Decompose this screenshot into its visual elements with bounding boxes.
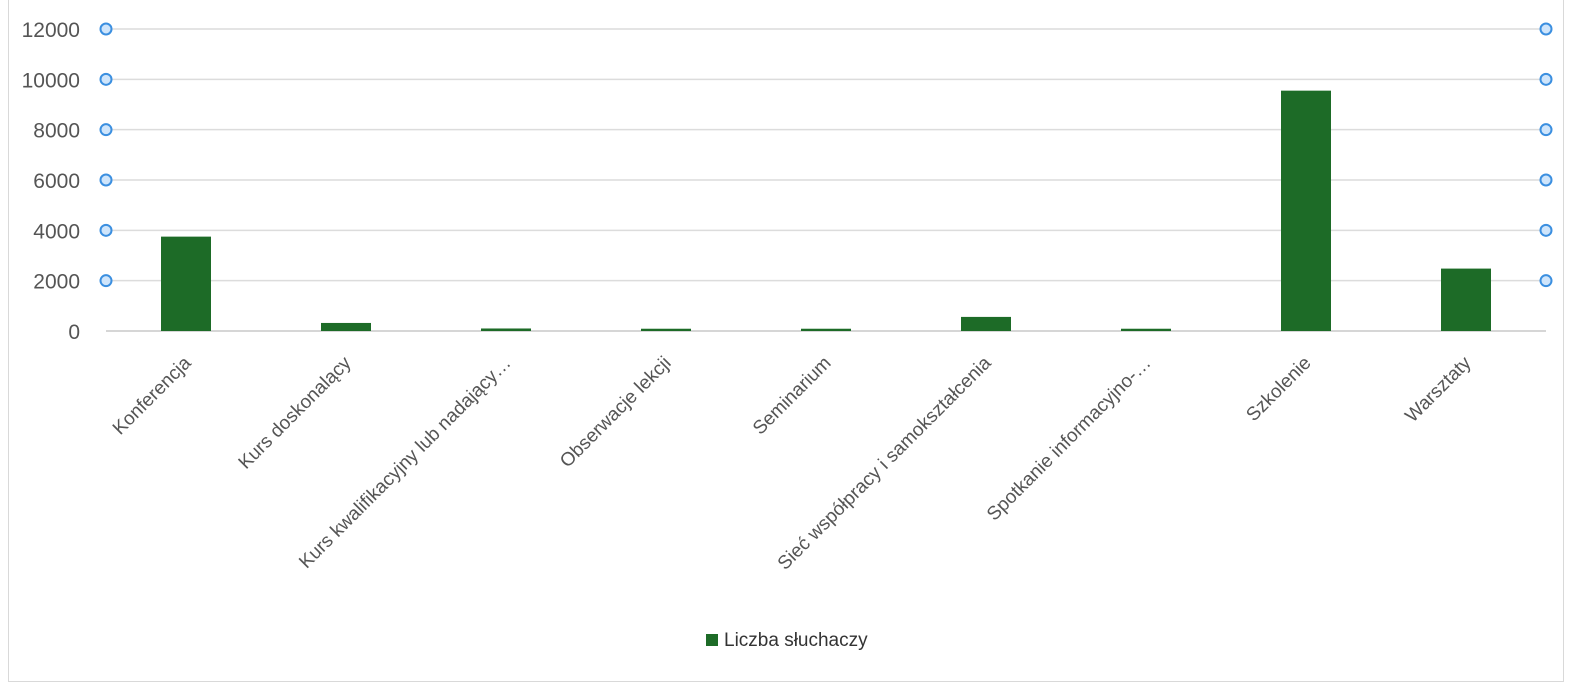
left-resize-handle[interactable]	[99, 274, 113, 288]
bars	[161, 90, 1491, 332]
y-tick-label: 12000	[22, 19, 80, 42]
bar[interactable]	[961, 316, 1011, 331]
bar[interactable]	[641, 328, 691, 331]
y-tick-label: 4000	[33, 220, 80, 243]
y-tick-label: 0	[68, 321, 80, 344]
bar[interactable]	[801, 328, 851, 331]
right-resize-handle[interactable]	[1539, 22, 1553, 36]
y-tick-label: 2000	[33, 271, 80, 294]
x-tick-label: Kurs doskonalący	[235, 352, 356, 473]
bar[interactable]	[481, 328, 531, 331]
y-tick-label: 6000	[33, 170, 80, 193]
x-tick-label: Spotkanie informacyjno-…	[983, 353, 1155, 525]
y-tick-label: 8000	[33, 120, 80, 143]
bar[interactable]	[1441, 268, 1491, 331]
bar[interactable]	[321, 322, 371, 331]
right-resize-handle[interactable]	[1539, 274, 1553, 288]
bar[interactable]	[1121, 328, 1171, 331]
y-tick-label: 10000	[22, 69, 80, 92]
legend-swatch	[706, 634, 718, 646]
right-resize-handle[interactable]	[1539, 72, 1553, 86]
left-resize-handle[interactable]	[99, 223, 113, 237]
left-resize-handle[interactable]	[99, 173, 113, 187]
bar[interactable]	[1281, 90, 1331, 332]
bar[interactable]	[161, 236, 211, 331]
right-resize-handle[interactable]	[1539, 123, 1553, 137]
x-tick-label: Szkolenie	[1242, 353, 1315, 426]
left-resize-handle[interactable]	[99, 22, 113, 36]
y-axis-ticks: 0 2000 4000 6000 8000 10000 12000	[22, 19, 80, 344]
right-resize-handle[interactable]	[1539, 173, 1553, 187]
legend[interactable]: Liczba słuchaczy	[706, 630, 868, 651]
x-tick-label: Warsztaty	[1401, 352, 1475, 426]
left-resize-handle[interactable]	[99, 123, 113, 137]
x-tick-label: Obserwacje lekcji	[556, 353, 675, 472]
legend-label: Liczba słuchaczy	[724, 630, 868, 651]
right-resize-handle[interactable]	[1539, 223, 1553, 237]
resize-handles	[99, 22, 1553, 288]
x-tick-label: Seminarium	[749, 353, 836, 440]
x-tick-label: Konferencja	[109, 352, 196, 439]
left-resize-handle[interactable]	[99, 72, 113, 86]
